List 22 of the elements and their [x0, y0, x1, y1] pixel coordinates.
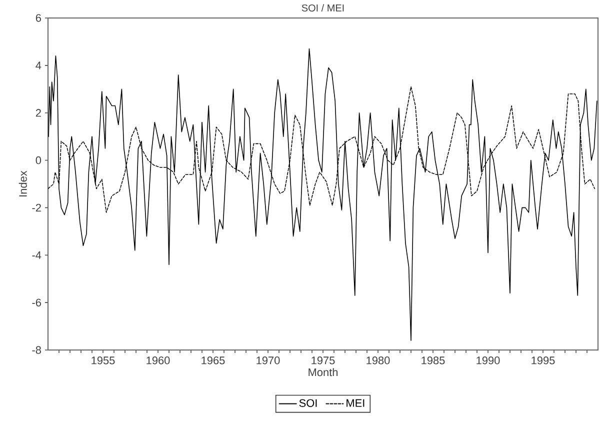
y-axis-title: Index: [18, 170, 27, 196]
x-tick-label: 1965: [202, 356, 225, 364]
chart-title: SOI / MEI: [302, 4, 344, 12]
x-tick-label: 1985: [422, 356, 445, 364]
x-tick-label: 1955: [92, 356, 115, 364]
y-tick-label: -4: [32, 251, 42, 259]
y-tick-label: 2: [36, 109, 41, 117]
legend-label: SOI: [299, 399, 317, 407]
legend-label: MEI: [346, 399, 364, 407]
x-tick-label: 1975: [312, 356, 335, 364]
x-tick-label: 1980: [366, 356, 390, 364]
x-axis-title: Month: [308, 368, 338, 376]
x-tick-label: 1970: [256, 356, 280, 364]
x-tick-label: 1990: [476, 356, 500, 364]
x-tick-label: 1995: [532, 356, 555, 364]
y-tick-label: -2: [32, 204, 41, 212]
y-tick-label: 0: [36, 156, 42, 164]
y-tick-label: -8: [32, 346, 41, 354]
y-tick-label: 4: [36, 62, 42, 70]
y-tick-label: -6: [32, 298, 41, 306]
x-tick-label: 1960: [146, 356, 170, 364]
y-tick-label: 6: [36, 14, 41, 22]
